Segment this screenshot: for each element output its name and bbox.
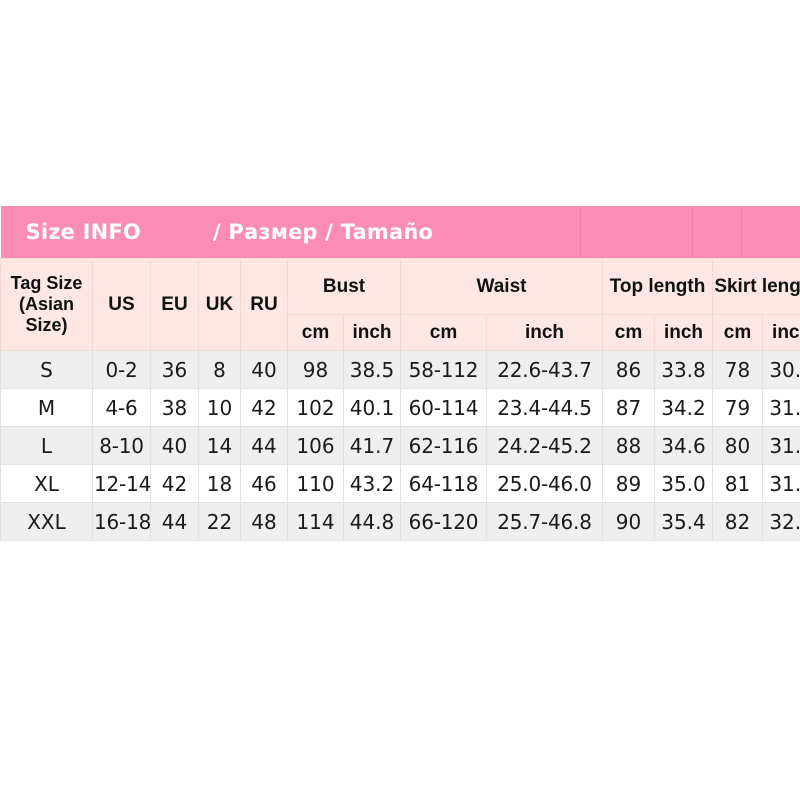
cell-tag: S: [0, 350, 93, 389]
header-ru: RU: [240, 258, 288, 351]
cell-bust-inch: 38.5: [343, 350, 401, 389]
header-eu: EU: [150, 258, 199, 351]
cell-top-cm: 88: [602, 426, 655, 465]
cell-skirt-cm: 80: [712, 426, 763, 465]
cell-waist-cm: 60-114: [400, 388, 487, 427]
cell-bust-cm: 114: [287, 502, 344, 541]
cell-top-cm: 86: [602, 350, 655, 389]
cell-waist-cm: 58-112: [400, 350, 487, 389]
cell-bust-inch: 40.1: [343, 388, 401, 427]
cell-us: 8-10: [92, 426, 151, 465]
cell-tag: M: [0, 388, 93, 427]
cell-skirt-cm: 82: [712, 502, 763, 541]
cell-us: 4-6: [92, 388, 151, 427]
table-row: M 4-6 38 10 42 102 40.1 60-114 23.4-44.5 87 34.2 79…: [0, 388, 800, 427]
cell-bust-inch: 43.2: [343, 464, 401, 503]
cell-waist-inch: 25.7-46.8: [486, 502, 603, 541]
cell-eu: 40: [150, 426, 199, 465]
table-row: XL 12-14 42 18 46 110 43.2 64-118 25.0-46.0 89 35.…: [0, 464, 800, 503]
band-divider-2: [691, 206, 693, 258]
cell-uk: 22: [198, 502, 241, 541]
cell-skirt-cm: 78: [712, 350, 763, 389]
title-band: Size INFO / Размер / Tamaño: [0, 206, 800, 259]
cell-bust-cm: 110: [287, 464, 344, 503]
cell-top-inch: 34.6: [654, 426, 713, 465]
cell-ru: 40: [240, 350, 288, 389]
cell-uk: 10: [198, 388, 241, 427]
cell-us: 12-14: [92, 464, 151, 503]
cell-skirt-cm: 79: [712, 388, 763, 427]
cell-tag: XXL: [0, 502, 93, 541]
unit-header-row: cm inch cm inch cm inch cm inch: [1, 314, 800, 351]
cell-bust-inch: 44.8: [343, 502, 401, 541]
group-header-row: Tag Size (Asian Size) US EU UK RU Bust W…: [0, 258, 800, 351]
cell-waist-cm: 64-118: [400, 464, 487, 503]
cell-bust-cm: 106: [287, 426, 344, 465]
cell-waist-inch: 25.0-46.0: [486, 464, 603, 503]
header-waist-inch: inch: [486, 314, 603, 351]
cell-waist-cm: 62-116: [400, 426, 487, 465]
header-skirt-inch: inch: [761, 314, 800, 351]
header-waist-cm: cm: [400, 314, 487, 351]
cell-waist-cm: 66-120: [400, 502, 487, 541]
header-us: US: [92, 258, 151, 351]
cell-skirt-inch: 30.7: [761, 350, 800, 389]
cell-skirt-inch: 32.2: [761, 502, 800, 541]
cell-top-inch: 34.2: [654, 388, 713, 427]
cell-top-cm: 87: [602, 388, 655, 427]
cell-tag: L: [0, 426, 93, 465]
header-bust: Bust: [287, 258, 401, 315]
cell-us: 16-18: [92, 502, 151, 541]
table-row: XXL 16-18 44 22 48 114 44.8 66-120 25.7-46.8 90 35…: [0, 502, 800, 541]
cell-uk: 8: [198, 350, 241, 389]
header-bust-inch: inch: [343, 314, 401, 351]
cell-waist-inch: 22.6-43.7: [486, 350, 603, 389]
cell-uk: 14: [198, 426, 241, 465]
header-skirt-length: Skirt length: [711, 258, 800, 315]
size-info-table: Size INFO / Размер / Tamaño Tag Size (As…: [0, 206, 800, 541]
table-row: L 8-10 40 14 44 106 41.7 62-116 24.2-45.2 88 34.6 8…: [0, 426, 800, 465]
cell-us: 0-2: [92, 350, 151, 389]
cell-waist-inch: 23.4-44.5: [486, 388, 603, 427]
header-skirt-cm: cm: [712, 314, 763, 351]
cell-eu: 36: [150, 350, 199, 389]
cell-ru: 44: [240, 426, 288, 465]
cell-ru: 46: [240, 464, 288, 503]
cell-skirt-cm: 81: [712, 464, 763, 503]
title-translations: / Размер / Tamaño: [213, 220, 434, 244]
cell-ru: 48: [240, 502, 288, 541]
size-table-body: S 0-2 36 8 40 98 38.5 58-112 22.6-43.7 86 33.8 78 30…: [0, 350, 800, 541]
header-top-cm: cm: [602, 314, 655, 351]
cell-top-cm: 90: [602, 502, 655, 541]
cell-eu: 44: [150, 502, 199, 541]
cell-bust-inch: 41.7: [343, 426, 401, 465]
cell-top-cm: 89: [602, 464, 655, 503]
title-english: Size INFO: [25, 220, 141, 244]
cell-uk: 18: [198, 464, 241, 503]
header-bust-cm: cm: [287, 314, 344, 351]
cell-top-inch: 33.8: [654, 350, 713, 389]
table-row: S 0-2 36 8 40 98 38.5 58-112 22.6-43.7 86 33.8 78 30…: [0, 350, 800, 389]
cell-bust-cm: 102: [287, 388, 344, 427]
header-waist: Waist: [400, 258, 603, 315]
header-uk: UK: [198, 258, 241, 351]
cell-skirt-inch: 31.8: [761, 464, 800, 503]
cell-tag: XL: [0, 464, 93, 503]
header-top-length: Top length: [602, 258, 713, 315]
header-tag-size: Tag Size (Asian Size): [0, 258, 93, 351]
cell-ru: 42: [240, 388, 288, 427]
cell-skirt-inch: 31.4: [761, 426, 800, 465]
title-band-row: Size INFO / Размер / Tamaño: [0, 206, 800, 259]
band-divider-1: [579, 206, 581, 258]
cell-top-inch: 35.4: [654, 502, 713, 541]
cell-skirt-inch: 31.0: [761, 388, 800, 427]
cell-waist-inch: 24.2-45.2: [486, 426, 603, 465]
cell-bust-cm: 98: [287, 350, 344, 389]
cell-eu: 42: [150, 464, 199, 503]
header-top-inch: inch: [654, 314, 713, 351]
cell-eu: 38: [150, 388, 199, 427]
band-divider-3: [740, 206, 742, 258]
cell-top-inch: 35.0: [654, 464, 713, 503]
